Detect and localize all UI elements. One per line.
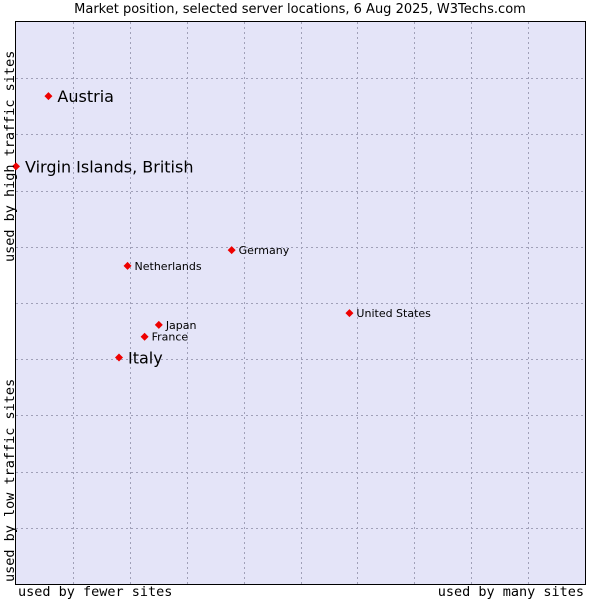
data-point-label: Germany [239, 244, 290, 257]
plot-border [15, 21, 586, 585]
data-point-marker [12, 162, 20, 171]
data-point-label: Netherlands [135, 260, 202, 273]
data-point-marker [227, 246, 236, 255]
data-point-label: Italy [128, 349, 163, 368]
data-point: Virgin Islands, British [12, 157, 193, 176]
data-point-marker [123, 261, 132, 270]
data-point-marker [44, 92, 53, 101]
data-point-label: Virgin Islands, British [25, 157, 193, 176]
data-point: France [140, 331, 189, 344]
y-axis-label-bottom: used by low traffic sites [2, 378, 18, 582]
chart-title: Market position, selected server locatio… [74, 2, 526, 17]
x-axis-label-left: used by fewer sites [18, 584, 173, 600]
data-point-marker [345, 309, 354, 318]
data-point-marker [154, 320, 163, 329]
data-points: Austria Virgin Islands, British Germany Net… [12, 87, 431, 368]
data-point: United States [345, 307, 431, 320]
data-point-label: Japan [165, 319, 197, 332]
y-axis-label-top: used by high traffic sites [2, 50, 18, 262]
plot-background [16, 22, 585, 584]
data-point-label: Austria [57, 87, 114, 106]
data-point: Italy [114, 349, 163, 368]
data-point-marker [114, 353, 123, 362]
data-point: Netherlands [123, 260, 202, 273]
data-point-marker [140, 332, 149, 341]
data-point: Japan [154, 319, 197, 332]
data-point-label: France [152, 331, 189, 344]
data-point-label: United States [356, 307, 431, 320]
data-point: Germany [227, 244, 290, 257]
grid-lines [16, 22, 585, 584]
x-axis-label-right: used by many sites [437, 584, 584, 600]
data-point: Austria [44, 87, 114, 106]
